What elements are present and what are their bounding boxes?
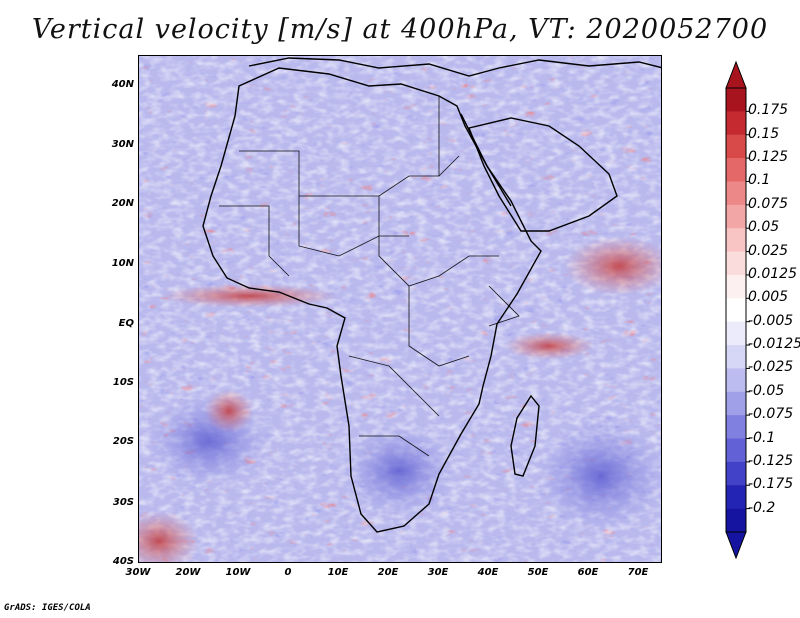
- lon-tick-10w: 10W: [225, 567, 251, 578]
- colorbar-label: -0.2: [748, 499, 776, 516]
- colorbar-swatch: [726, 298, 746, 322]
- mediterranean-europe-coastline: [248, 57, 661, 77]
- lon-tick-10e: 10E: [327, 567, 349, 578]
- lat-tick-20n: 20N: [111, 198, 134, 209]
- colorbar-label: 0.15: [748, 125, 780, 142]
- velocity-field-map: [139, 56, 661, 562]
- colorbar-swatch: [726, 134, 746, 159]
- subsiding-region-southern-africa: [344, 426, 454, 516]
- colorbar-swatch: [726, 508, 746, 533]
- colorbar-label: -0.125: [748, 452, 794, 469]
- colorbar-label: -0.0125: [748, 336, 800, 353]
- colorbar-swatch: [726, 204, 746, 229]
- colorbar-label: -0.075: [748, 406, 794, 423]
- lat-tick-40n: 40N: [111, 79, 134, 90]
- colorbar-swatch: [726, 368, 746, 393]
- colorbar-swatch: [726, 228, 746, 252]
- colorbar-swatch: [726, 251, 746, 276]
- coastlines: [202, 57, 661, 533]
- colorbar-label: 0.1: [748, 172, 771, 189]
- madagascar-coastline: [510, 394, 540, 477]
- lat-tick-40s: 40S: [112, 556, 134, 567]
- lat-tick-30s: 30S: [112, 497, 134, 508]
- map-title: Vertical velocity [m/s] at 400hPa, VT: 2…: [31, 14, 769, 45]
- colorbar-swatch: [726, 111, 746, 136]
- ascent-band-guinea-coast: [159, 284, 339, 308]
- lon-tick-30w: 30W: [125, 567, 151, 578]
- colorbar-swatch: [726, 438, 746, 463]
- country-borders: [219, 96, 520, 457]
- colorbar-label: -0.05: [748, 382, 785, 399]
- lon-tick-70e: 70E: [627, 567, 649, 578]
- lat-tick-eq: EQ: [118, 318, 134, 329]
- lat-tick-10n: 10N: [111, 258, 134, 269]
- colorbar-swatch: [726, 485, 746, 509]
- red-sea: [460, 113, 512, 207]
- lat-tick-30n: 30N: [111, 139, 134, 150]
- colorbar-arrow-top: [725, 60, 747, 89]
- colorbar-label: 0.0125: [748, 265, 797, 282]
- subsiding-region-indian-ocean: [536, 421, 661, 531]
- colorbar: [725, 60, 750, 560]
- colorbar-arrow-bottom: [725, 531, 747, 560]
- colorbar-label: -0.005: [748, 312, 794, 329]
- footer-credit: GrADS: IGES/COLA: [4, 603, 91, 613]
- colorbar-swatch: [726, 415, 746, 439]
- colorbar-swatch: [726, 321, 746, 346]
- ascent-region-southwest-corner: [139, 511, 199, 562]
- colorbar-label: 0.025: [748, 242, 789, 259]
- colorbar-swatch: [726, 345, 746, 369]
- colorbar-label: 0.05: [748, 219, 780, 236]
- lon-tick-30e: 30E: [427, 567, 449, 578]
- colorbar-label: 0.125: [748, 149, 789, 166]
- colorbar-label: 0.005: [748, 289, 789, 306]
- africa-coastline: [202, 67, 542, 533]
- lon-tick-50e: 50E: [527, 567, 549, 578]
- colorbar-label: 0.075: [748, 195, 789, 212]
- lat-tick-20s: 20S: [112, 436, 134, 447]
- arabian-peninsula-coastline: [468, 117, 618, 232]
- colorbar-label: 0.175: [748, 102, 789, 119]
- ascent-region-arabian-sea: [564, 236, 661, 296]
- colorbar-label: -0.175: [748, 476, 794, 493]
- colorbar-swatch: [726, 181, 746, 206]
- colorbar-swatch: [726, 274, 746, 299]
- ascent-region-south-atlantic: [204, 389, 254, 433]
- lon-tick-40e: 40E: [477, 567, 499, 578]
- colorbar-swatch: [726, 391, 746, 416]
- colorbar-label: -0.1: [748, 429, 776, 446]
- colorbar-swatch: [726, 461, 746, 486]
- lon-tick-0: 0: [284, 567, 292, 578]
- colorbar-swatch: [726, 88, 746, 112]
- ascent-band-east-africa: [504, 332, 594, 360]
- lon-tick-20e: 20E: [377, 567, 399, 578]
- colorbar-swatch: [726, 158, 746, 182]
- lon-tick-20w: 20W: [175, 567, 201, 578]
- colorbar-label: -0.025: [748, 359, 794, 376]
- map-plot-area[interactable]: [138, 55, 662, 563]
- lon-tick-60e: 60E: [577, 567, 599, 578]
- lat-tick-10s: 10S: [112, 377, 134, 388]
